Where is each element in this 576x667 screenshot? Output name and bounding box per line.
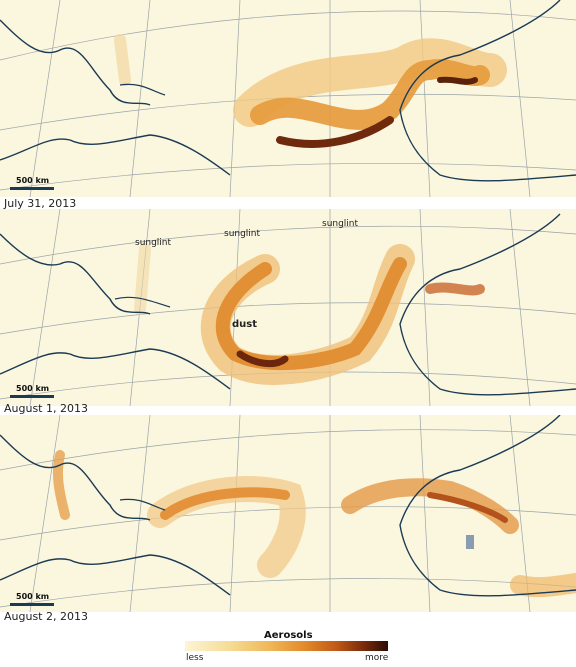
coastline (0, 415, 576, 597)
scale-label: 500 km (16, 176, 50, 185)
date-label: August 2, 2013 (4, 610, 88, 623)
aerosol-plume (52, 450, 576, 598)
dust-label: dust (232, 319, 258, 330)
legend-more-label: more (365, 653, 389, 663)
scale-line (10, 187, 54, 190)
scale-bar: 500 km (10, 592, 55, 606)
aerosol-map (0, 0, 576, 197)
sunglint-label: sunglint (135, 238, 172, 248)
graticule (0, 415, 576, 612)
scale-bar: 500 km (10, 384, 55, 398)
date-label: July 31, 2013 (4, 197, 77, 210)
scale-line (10, 603, 54, 606)
legend-less-label: less (186, 653, 204, 663)
legend-color-ramp (185, 641, 388, 651)
scale-label: 500 km (16, 592, 50, 601)
sunglint-label: sunglint (322, 219, 359, 229)
graticule (0, 0, 576, 197)
sunglint-label: sunglint (224, 229, 261, 239)
aerosol-plume (114, 34, 507, 148)
map-panel-july-31: 500 km (0, 0, 576, 197)
aerosol-map (0, 209, 576, 406)
coastline (0, 0, 576, 182)
scale-bar: 500 km (10, 176, 55, 190)
legend-title: Aerosols (264, 630, 313, 641)
data-gap (466, 535, 474, 549)
map-panel-august-2: 500 km (0, 415, 576, 612)
scale-line (10, 395, 54, 398)
aerosol-map (0, 415, 576, 612)
map-panel-august-1: sunglint sunglint sunglint dust 500 km (0, 209, 576, 406)
coastline (0, 213, 576, 396)
scale-label: 500 km (16, 384, 50, 393)
date-label: August 1, 2013 (4, 402, 88, 415)
